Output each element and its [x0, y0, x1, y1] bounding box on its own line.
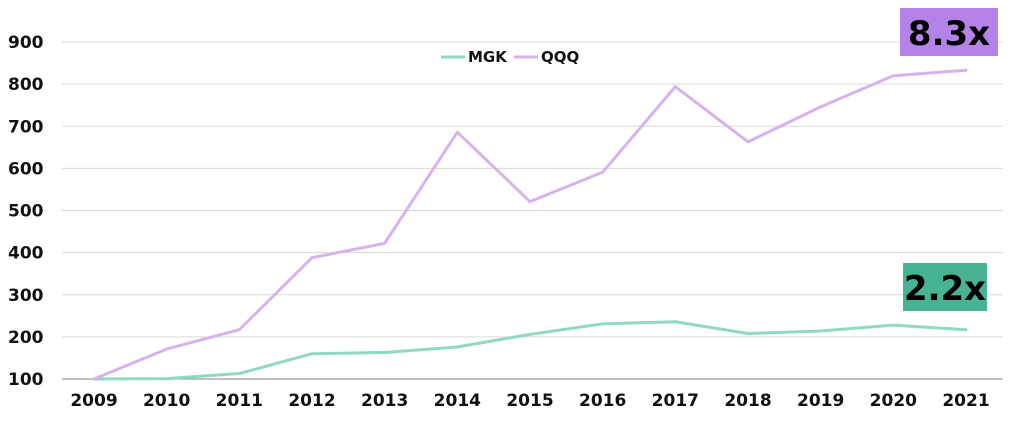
y-tick-800: 800: [8, 75, 44, 95]
legend-label-qqq: QQQ: [541, 48, 579, 66]
x-tick-2019: 2019: [797, 391, 844, 411]
legend-label-mgk: MGK: [468, 48, 508, 66]
badge-qqq-multiple: 8.3x: [900, 8, 998, 56]
x-tick-2021: 2021: [942, 391, 989, 411]
x-tick-2018: 2018: [724, 391, 771, 411]
badge-qqq-label: 8.3x: [908, 14, 990, 54]
y-tick-200: 200: [8, 328, 44, 348]
y-tick-400: 400: [8, 244, 44, 264]
x-tick-2017: 2017: [652, 391, 699, 411]
series-lines: [92, 68, 968, 381]
series-line-mgk: [92, 320, 968, 381]
x-tick-2020: 2020: [870, 391, 917, 411]
x-tick-2010: 2010: [143, 391, 190, 411]
x-axis: 2009 2010 2011 2012 2013 2014 2015 2016 2017 2018…: [70, 391, 989, 411]
badge-mgk-multiple: 2.2x: [903, 263, 987, 311]
legend: MGK QQQ: [441, 48, 579, 66]
y-tick-900: 900: [8, 33, 44, 53]
y-tick-300: 300: [8, 286, 44, 306]
y-tick-700: 700: [8, 117, 44, 137]
x-tick-2009: 2009: [70, 391, 117, 411]
x-tick-2016: 2016: [579, 391, 626, 411]
x-tick-2014: 2014: [434, 391, 481, 411]
gridlines: [62, 41, 1003, 380]
y-axis: 100 200 300 400 500 600 700 800 900: [8, 33, 44, 390]
y-tick-100: 100: [8, 370, 44, 390]
badge-mgk-label: 2.2x: [904, 269, 986, 309]
x-tick-2013: 2013: [361, 391, 408, 411]
badge-mgk-background: [903, 263, 987, 311]
x-tick-2012: 2012: [288, 391, 335, 411]
badge-qqq-background: [900, 8, 998, 56]
y-tick-600: 600: [8, 159, 44, 179]
series-line-qqq: [92, 68, 968, 381]
x-tick-2015: 2015: [506, 391, 553, 411]
x-tick-2011: 2011: [216, 391, 263, 411]
y-tick-500: 500: [8, 202, 44, 222]
